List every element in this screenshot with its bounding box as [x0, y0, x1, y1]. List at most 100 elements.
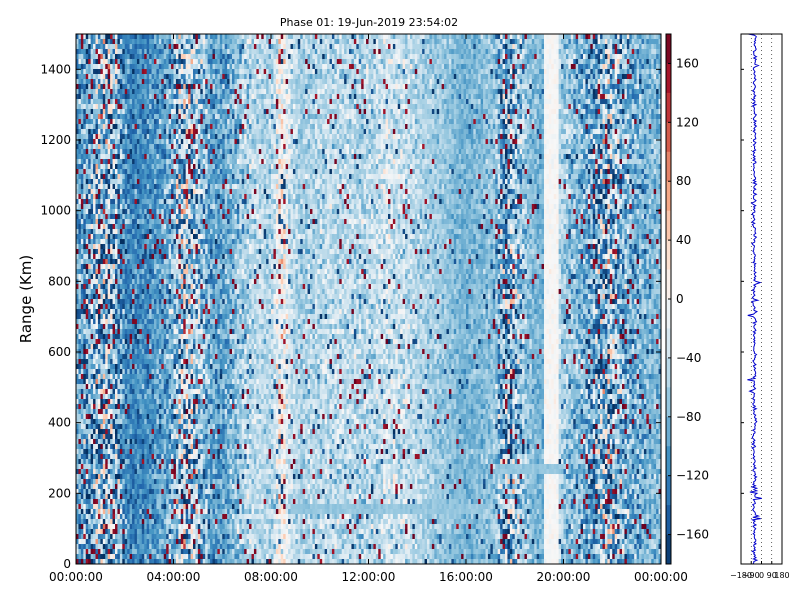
heatmap-cell	[122, 314, 126, 320]
heatmap-cell	[158, 89, 162, 95]
heatmap-cell	[105, 459, 109, 465]
heatmap-cell	[78, 549, 82, 555]
heatmap-cell	[154, 254, 157, 260]
heatmap-cell	[95, 259, 99, 265]
heatmap-cell	[83, 449, 87, 455]
heatmap-cell	[175, 204, 179, 210]
heatmap-cell	[112, 209, 116, 215]
heatmap-cell	[180, 474, 184, 480]
heatmap-cell	[158, 219, 162, 225]
heatmap-cell	[127, 274, 130, 280]
heatmap-cell	[88, 444, 91, 450]
heatmap-cell	[115, 539, 118, 545]
heatmap-cell	[78, 544, 82, 550]
heatmap-cell	[158, 104, 162, 110]
heatmap-cell	[173, 294, 177, 300]
heatmap-cell	[146, 159, 150, 165]
heatmap-cell	[85, 399, 89, 405]
heatmap-cell	[88, 109, 91, 115]
heatmap-cell	[134, 224, 138, 230]
heatmap-cell	[180, 404, 184, 410]
heatmap-cell	[115, 514, 118, 520]
heatmap-cell	[83, 54, 87, 60]
heatmap-cell	[88, 334, 91, 340]
heatmap-cell	[188, 299, 191, 305]
heatmap-cell	[139, 34, 143, 40]
heatmap-cell	[154, 529, 157, 535]
heatmap-cell	[166, 489, 169, 495]
heatmap-cell	[183, 219, 187, 225]
heatmap-cell	[110, 524, 113, 530]
heatmap-cell	[136, 444, 140, 450]
heatmap-cell	[183, 404, 187, 410]
heatmap-cell	[141, 394, 145, 400]
heatmap-cell	[149, 499, 152, 505]
heatmap-cell	[151, 374, 155, 380]
heatmap-cell	[76, 109, 79, 115]
heatmap-cell	[185, 374, 189, 380]
heatmap-cell	[124, 194, 128, 200]
heatmap-cell	[158, 119, 162, 125]
heatmap-cell	[88, 434, 91, 440]
heatmap-cell	[97, 184, 101, 190]
heatmap-cell	[93, 319, 96, 325]
heatmap-cell	[100, 129, 104, 135]
heatmap-cell	[154, 419, 157, 425]
heatmap-cell	[97, 39, 101, 45]
heatmap-cell	[112, 79, 116, 85]
heatmap-cell	[76, 384, 79, 390]
heatmap-cell	[178, 299, 182, 305]
heatmap-cell	[146, 204, 150, 210]
heatmap-cell	[132, 59, 135, 65]
heatmap-cell	[76, 484, 79, 490]
heatmap-cell	[122, 284, 126, 290]
heatmap-cell	[124, 374, 128, 380]
heatmap-cell	[149, 134, 152, 140]
heatmap-cell	[171, 509, 174, 515]
heatmap-cell	[129, 269, 133, 275]
heatmap-cell	[107, 169, 111, 175]
heatmap-cell	[105, 469, 109, 475]
heatmap-cell	[149, 154, 152, 160]
heatmap-cell	[180, 259, 184, 265]
heatmap-cell	[156, 529, 160, 535]
heatmap-cell	[144, 169, 148, 175]
heatmap-cell	[95, 164, 99, 170]
heatmap-cell	[127, 164, 130, 170]
heatmap-cell	[149, 214, 152, 220]
heatmap-cell	[112, 39, 116, 45]
heatmap-cell	[163, 559, 167, 565]
heatmap-cell	[100, 259, 104, 265]
heatmap-cell	[76, 229, 79, 235]
heatmap-cell	[188, 539, 191, 545]
heatmap-cell	[154, 284, 157, 290]
heatmap-cell	[115, 129, 118, 135]
heatmap-cell	[144, 384, 148, 390]
heatmap-cell	[115, 94, 118, 100]
heatmap-cell	[105, 129, 109, 135]
heatmap-cell	[175, 334, 179, 340]
heatmap-cell	[188, 249, 191, 255]
heatmap-cell	[139, 289, 143, 295]
heatmap-cell	[151, 529, 155, 535]
heatmap-cell	[163, 184, 167, 190]
heatmap-cell	[149, 309, 152, 315]
heatmap-cell	[149, 44, 152, 50]
heatmap-cell	[166, 349, 169, 355]
heatmap-cell	[95, 339, 99, 345]
heatmap-cell	[102, 194, 106, 200]
heatmap-cell	[168, 274, 172, 280]
heatmap-cell	[151, 394, 155, 400]
heatmap-cell	[156, 69, 160, 75]
heatmap-cell	[97, 249, 101, 255]
heatmap-cell	[188, 234, 191, 240]
heatmap-cell	[117, 39, 121, 45]
heatmap-cell	[127, 319, 130, 325]
heatmap-cell	[115, 199, 118, 205]
heatmap-cell	[112, 559, 116, 565]
heatmap-cell	[175, 319, 179, 325]
heatmap-cell	[83, 39, 87, 45]
heatmap-cell	[78, 189, 82, 195]
heatmap-cell	[151, 379, 155, 385]
heatmap-cell	[119, 524, 123, 530]
